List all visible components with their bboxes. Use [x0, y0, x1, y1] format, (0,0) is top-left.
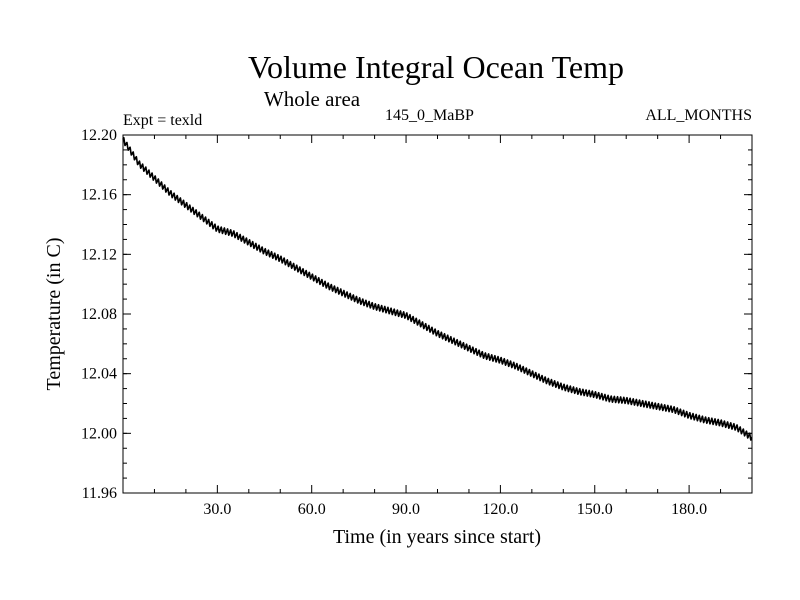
- y-tick-label: 12.08: [81, 306, 117, 323]
- x-axis: 30.0 60.0 90.0 120.0 150.0 180.0: [153, 135, 722, 518]
- experiment-label: Expt = texld: [123, 112, 202, 129]
- temperature-series-line: [122, 136, 753, 441]
- y-tick-label: 12.12: [81, 246, 117, 263]
- chart-title: Volume Integral Ocean Temp: [248, 49, 624, 85]
- plot-frame: [122, 134, 753, 494]
- y-axis: 11.96 12.00 12.04 12.08 12.12 12.16 12.20: [81, 127, 752, 502]
- y-tick-label: 12.20: [81, 127, 117, 144]
- x-tick-label: 90.0: [392, 501, 420, 518]
- x-tick-label: 150.0: [577, 501, 613, 518]
- x-tick-label: 30.0: [203, 501, 231, 518]
- x-tick-label: 120.0: [482, 501, 518, 518]
- x-tick-label: 180.0: [671, 501, 707, 518]
- y-tick-label: 12.16: [81, 187, 117, 204]
- chart-subtitle: Whole area: [264, 87, 361, 111]
- y-tick-label: 12.00: [81, 425, 117, 442]
- y-tick-label: 12.04: [81, 366, 117, 383]
- y-axis-label: Temperature (in C): [43, 238, 65, 391]
- y-tick-label: 11.96: [82, 485, 117, 502]
- x-tick-label: 60.0: [298, 501, 326, 518]
- run-label: 145_0_MaBP: [385, 107, 474, 124]
- x-axis-label: Time (in years since start): [333, 526, 541, 548]
- period-label: ALL_MONTHS: [645, 107, 752, 124]
